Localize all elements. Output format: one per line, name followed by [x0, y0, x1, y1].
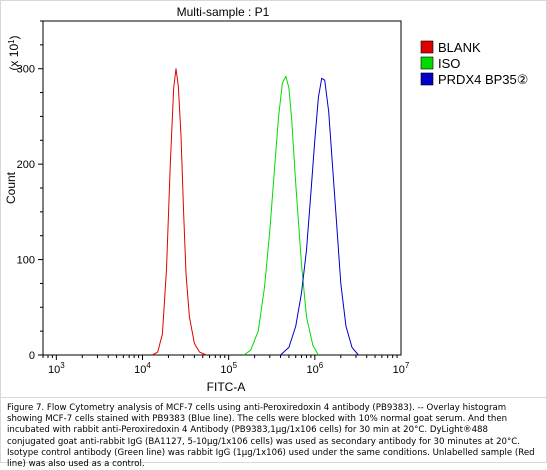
x-tick-label: 105 — [220, 361, 237, 376]
x-axis-label: FITC-A — [207, 380, 246, 394]
series-line-prdx4 — [280, 77, 359, 356]
series-line-blank — [152, 68, 207, 356]
y-axis-label: Count — [4, 171, 18, 204]
x-axis-ticks: 103 104 105 106 107 — [42, 355, 410, 376]
x-tick-label: 103 — [48, 361, 65, 376]
caption-divider — [1, 397, 547, 398]
legend-swatch — [420, 40, 434, 54]
legend-swatch — [420, 56, 434, 70]
y-tick-label: 300 — [17, 64, 35, 76]
x-tick-label: 106 — [306, 361, 323, 376]
figure-caption: Figure 7. Flow Cytometry analysis of MCF… — [7, 403, 535, 470]
x-tick-label: 107 — [393, 361, 410, 376]
legend-label: BLANK — [438, 40, 481, 55]
chart-title: Multi-sample : P1 — [177, 5, 270, 19]
x-tick-label: 104 — [134, 361, 151, 376]
y-axis-ticks: 0 100 200 300 — [17, 20, 43, 362]
series-lines — [152, 68, 359, 356]
y-multiplier-label: (x 101) — [7, 35, 21, 70]
legend-swatch — [420, 72, 434, 86]
legend-label: PRDX4 BP35② — [438, 72, 528, 87]
y-tick-label: 0 — [29, 350, 35, 362]
y-tick-label: 200 — [17, 159, 35, 171]
series-line-iso — [243, 75, 319, 356]
legend-label: ISO — [438, 56, 460, 71]
y-tick-label: 100 — [17, 255, 35, 267]
plot-area — [42, 20, 402, 356]
